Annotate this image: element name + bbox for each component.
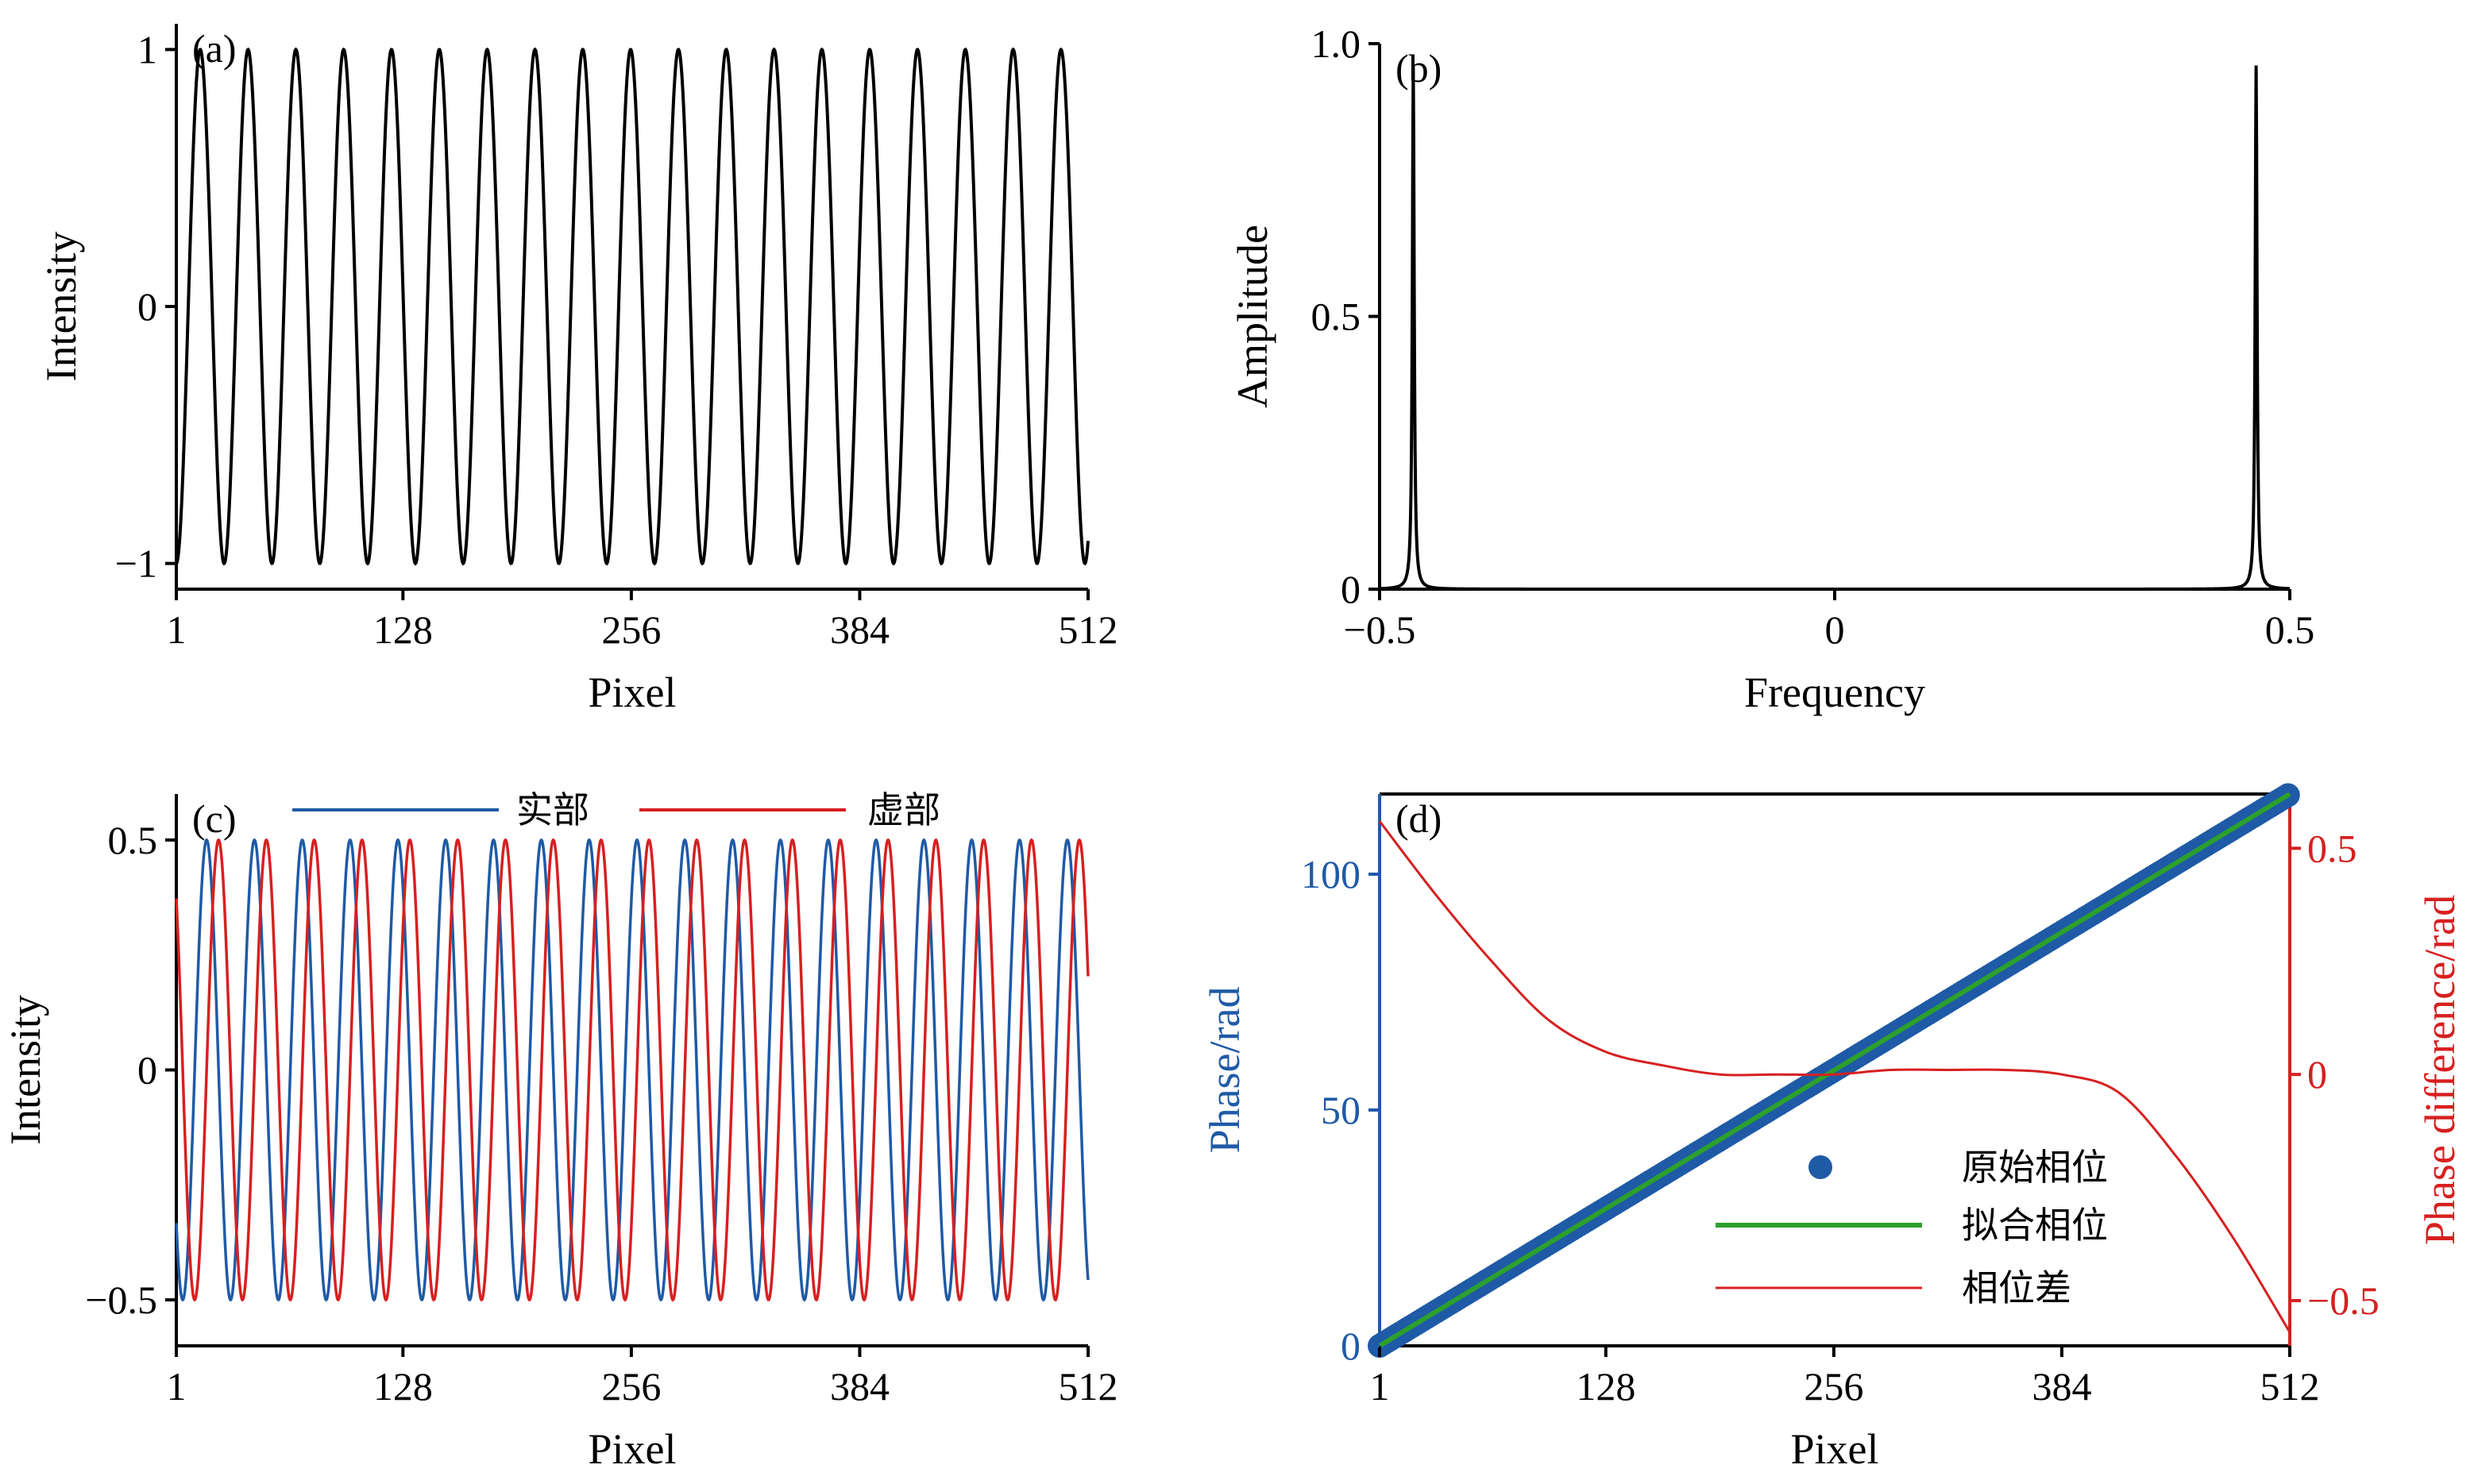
x-tick-label: −0.5 (1344, 607, 1416, 652)
x-tick-label: 256 (601, 607, 661, 652)
y-tick-label: 50 (1321, 1088, 1361, 1132)
x-axis-label: Frequency (1744, 669, 1925, 716)
legend: 实部 虚部 (292, 788, 940, 831)
y-tick-label: 0.5 (1311, 295, 1361, 339)
y2-tick-label: −0.5 (2307, 1278, 2380, 1323)
x-tick-label: 384 (830, 1364, 890, 1409)
series-line-imag (175, 838, 1090, 1302)
y-axis-label: Intensity (2, 995, 49, 1145)
x-tick-label: 128 (373, 1364, 433, 1409)
y-tick-label: 0 (1341, 567, 1361, 611)
y-tick-label: 0 (1341, 1324, 1361, 1368)
y2-axis-label: Phase difference/rad (2416, 895, 2464, 1245)
y-tick-label: −1 (115, 542, 157, 586)
legend-label: 拟合相位 (1962, 1204, 2108, 1247)
x-tick-label: 128 (373, 607, 433, 652)
legend-label: 虚部 (867, 788, 940, 831)
y-tick-label: 1.0 (1311, 21, 1361, 66)
y-axis-label: Intensity (37, 232, 85, 382)
x-tick-label: 1 (1370, 1364, 1390, 1409)
y-tick-label: 100 (1301, 852, 1361, 896)
series-line (175, 47, 1090, 566)
x-tick-label: 256 (601, 1364, 661, 1409)
x-tick-label: 384 (2032, 1364, 2091, 1409)
panel-label: (b) (1395, 46, 1442, 91)
panel-d: 1 128 256 384 512 Pixel 0 50 100 Phase/rad −0.5 0 0.… (1201, 783, 2464, 1473)
y-tick-label: 1 (137, 27, 157, 71)
panel-label: (c) (192, 796, 237, 841)
legend-swatch (1808, 1155, 1832, 1179)
x-tick-label: 512 (1059, 607, 1118, 652)
y2-tick-label: 0 (2307, 1052, 2327, 1097)
panel-label: (a) (192, 26, 237, 71)
x-tick-label: 384 (830, 607, 890, 652)
series-phase-difference (1378, 820, 2291, 1333)
series-fitted-phase (1378, 792, 2291, 1348)
panel-label: (d) (1395, 796, 1442, 841)
x-tick-label: 512 (1059, 1364, 1118, 1409)
x-tick-label: 512 (2260, 1364, 2320, 1409)
x-axis-label: Pixel (588, 1425, 676, 1473)
x-tick-label: 0 (1825, 607, 1845, 652)
y-axis-label: Amplitude (1229, 225, 1276, 408)
legend-label: 实部 (516, 788, 589, 831)
y-tick-label: 0.5 (108, 818, 158, 862)
y-tick-label: 0 (137, 1048, 157, 1093)
y-axis-label: Phase/rad (1201, 987, 1249, 1154)
y-tick-label: 0 (137, 284, 157, 329)
x-tick-label: 128 (1576, 1364, 1635, 1409)
panel-a: 1 128 256 384 512 Pixel −1 0 1 Intensity (a) (37, 24, 1118, 716)
x-tick-label: 256 (1804, 1364, 1863, 1409)
x-tick-label: 1 (167, 1364, 187, 1409)
series-line (1379, 65, 2291, 591)
x-axis-label: Pixel (588, 669, 676, 716)
y2-tick-label: 0.5 (2307, 826, 2357, 870)
legend-label: 原始相位 (1962, 1146, 2108, 1189)
x-tick-label: 1 (167, 607, 187, 652)
legend-label: 相位差 (1962, 1266, 2071, 1309)
panel-c: 1 128 256 384 512 Pixel −0.5 0 0.5 Intensity (c) 实部… (2, 788, 1118, 1473)
y-tick-label: −0.5 (85, 1278, 157, 1322)
x-axis-label: Pixel (1790, 1425, 1878, 1473)
x-tick-label: 0.5 (2265, 607, 2315, 652)
series-line-real (175, 838, 1090, 1302)
